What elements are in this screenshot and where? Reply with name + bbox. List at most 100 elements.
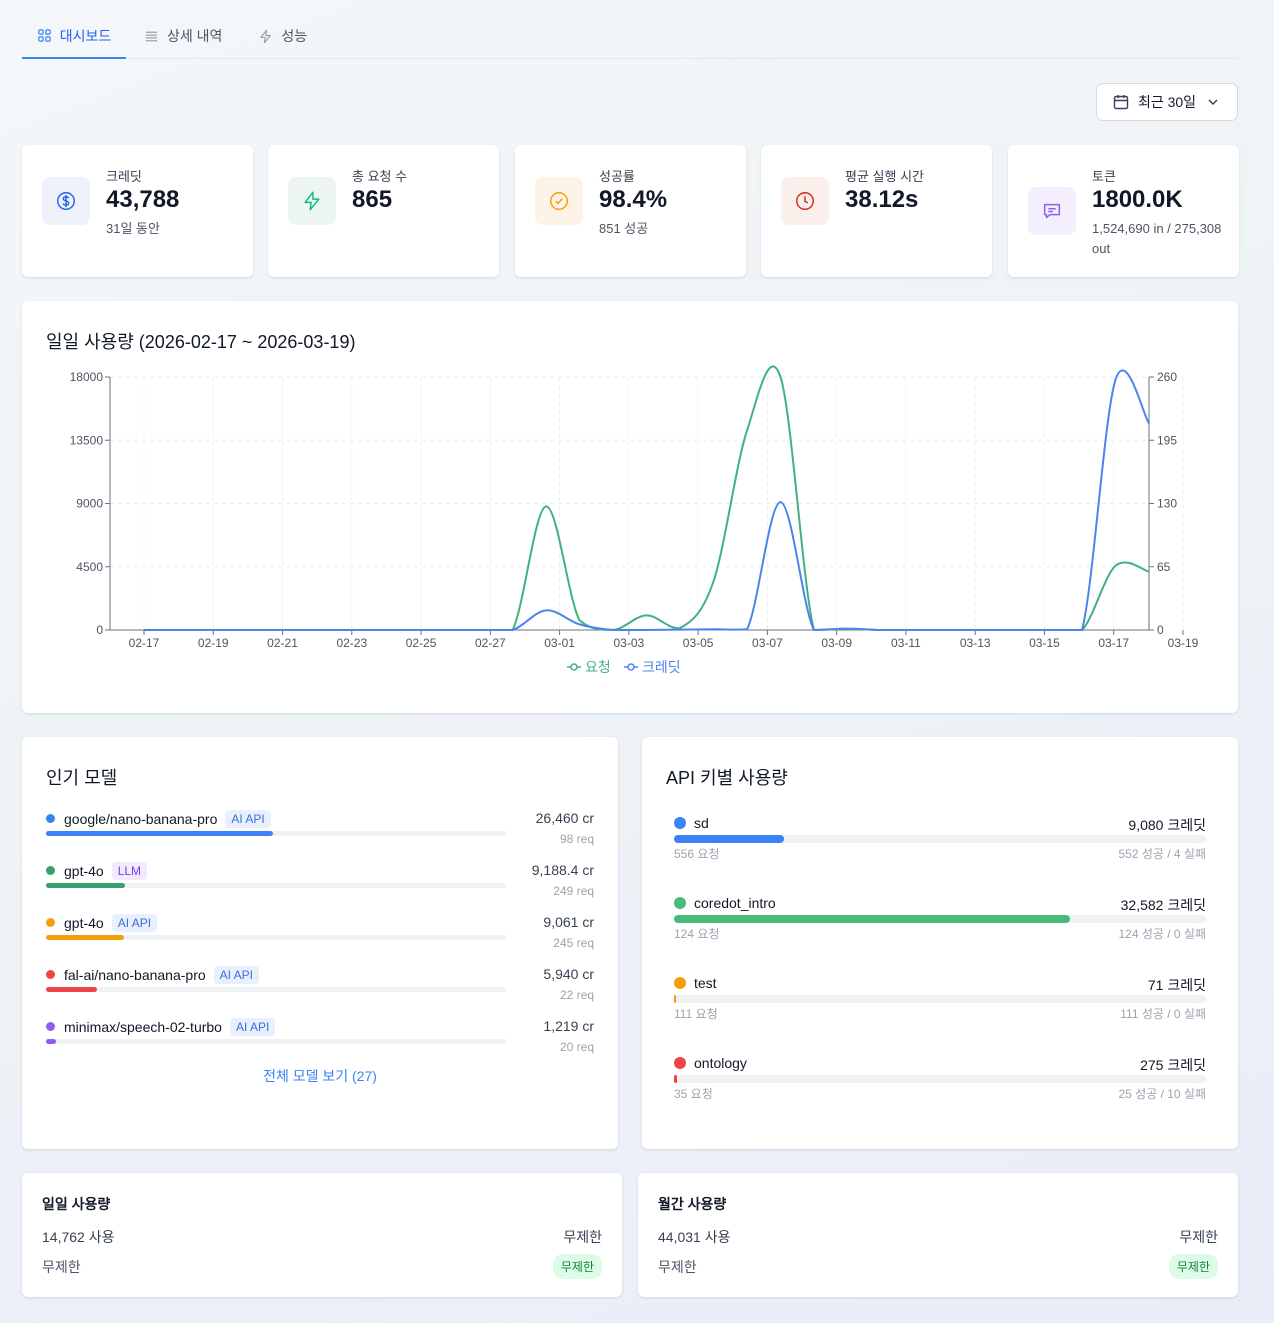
stat-value: 1800.0K	[1092, 186, 1183, 213]
y-left-tick-label: 4500	[76, 560, 103, 574]
daily-usage-chart: 02-17 02-19 02-21 02-23 02-25 02-27 03-01 03-03…	[70, 365, 1199, 675]
model-type-badge: AI API	[225, 810, 271, 828]
api-key-name: coredot_intro	[694, 895, 776, 911]
chevron-down-icon	[1208, 99, 1218, 106]
model-color-dot	[46, 970, 55, 979]
daily-limit-card: 일일 사용량 14,762 사용 무제한 무제한 무제한	[22, 1173, 622, 1297]
tab-dashboard[interactable]: 대시보드	[22, 14, 126, 59]
model-row: gpt-4o AI API 9,061 cr 245 req	[46, 914, 594, 966]
daily-usage-chart-card: 일일 사용량 (2026-02-17 ~ 2026-03-19) 02-17 02…	[22, 301, 1238, 713]
model-usage-fill	[46, 883, 125, 888]
stat-label: 총 요청 수	[352, 169, 408, 184]
status-badge: 무제한	[552, 1254, 602, 1279]
bolt-icon	[260, 29, 272, 43]
stat-sub: 1,524,690 in / 275,308 out	[1092, 221, 1222, 256]
clock-icon	[781, 177, 829, 225]
api-key-usage-bar	[674, 1075, 1206, 1083]
api-key-name: sd	[694, 815, 709, 831]
stat-sub: 31일 동안	[106, 221, 160, 236]
model-usage-fill	[46, 987, 97, 992]
dollar-icon	[42, 177, 90, 225]
x-tick-label: 03-03	[614, 636, 645, 650]
x-tick-label: 02-19	[198, 636, 229, 650]
y-left-tick-label: 18000	[70, 370, 104, 384]
x-tick-label: 03-19	[1168, 636, 1199, 650]
model-row: gpt-4o LLM 9,188.4 cr 249 req	[46, 862, 594, 914]
stat-label: 크레딧	[106, 169, 142, 184]
model-name-wrap: gpt-4o LLM	[64, 862, 148, 880]
model-requests: 98 req	[559, 832, 594, 846]
see-all-models-link[interactable]: 전체 모델 보기 (27)	[263, 1068, 377, 1084]
y-right-tick-label: 65	[1157, 560, 1171, 574]
model-usage-fill	[46, 1039, 57, 1044]
model-usage-bar	[46, 883, 506, 888]
tab-bar: 대시보드 상세 내역 성능	[22, 14, 1238, 59]
stat-card-credits: 크레딧 43,788 31일 동안	[22, 145, 253, 277]
api-key-row: sd 9,080 크레딧 556 요청 552 성공 / 4 실패	[674, 815, 1206, 877]
model-type-badge: AI API	[229, 1018, 276, 1036]
stat-card-success-rate: 성공률 98.4% 851 성공	[515, 145, 746, 277]
api-key-results: 552 성공 / 4 실패	[1118, 847, 1206, 861]
series-line-credits	[144, 369, 1150, 632]
chart-title: 일일 사용량 (2026-02-17 ~ 2026-03-19)	[46, 332, 356, 352]
api-key-requests: 111 요청	[674, 1007, 718, 1021]
tab-details[interactable]: 상세 내역	[126, 14, 240, 58]
api-key-usage-bar	[674, 995, 1206, 1003]
usage-limit: 무제한	[1179, 1229, 1218, 1245]
api-key-usage-bar	[674, 915, 1206, 923]
stat-value: 43,788	[106, 186, 180, 213]
api-key-results: 124 성공 / 0 실패	[1118, 927, 1206, 941]
api-key-row: ontology 275 크레딧 35 요청 25 성공 / 10 실패	[674, 1055, 1206, 1117]
tab-label: 대시보드	[59, 27, 112, 44]
api-key-results: 25 성공 / 10 실패	[1118, 1087, 1206, 1101]
x-tick-label: 02-23	[336, 636, 367, 650]
y-left-tick-label: 9000	[76, 497, 103, 511]
usage-used: 44,031 사용	[658, 1229, 731, 1245]
model-row: fal-ai/nano-banana-pro AI API 5,940 cr 22 r…	[46, 966, 594, 1018]
model-name-wrap: gpt-4o AI API	[64, 914, 158, 932]
api-key-usage-title: API 키별 사용량	[666, 768, 788, 788]
bolt-icon	[288, 177, 336, 225]
x-tick-label: 02-21	[267, 636, 298, 650]
api-key-credits: 32,582 크레딧	[1120, 897, 1206, 913]
x-tick-label: 03-17	[1098, 636, 1129, 650]
model-usage-bar	[46, 987, 506, 992]
api-key-credits: 9,080 크레딧	[1128, 817, 1206, 833]
x-tick-label: 03-09	[821, 636, 852, 650]
stat-label: 토큰	[1092, 169, 1116, 184]
usage-limit: 무제한	[563, 1229, 602, 1245]
popular-models-card: 인기 모델 google/nano-banana-pro AI API 26,460…	[22, 737, 618, 1149]
x-tick-label: 02-25	[406, 636, 437, 650]
usage-used: 14,762 사용	[42, 1229, 115, 1245]
x-tick-label: 02-17	[129, 636, 160, 650]
model-usage-fill	[46, 935, 124, 940]
calendar-icon	[1113, 95, 1129, 110]
model-name-wrap: minimax/speech-02-turbo AI API	[64, 1018, 276, 1036]
usage-remaining: 무제한	[42, 1259, 81, 1275]
model-credits: 26,460 cr	[535, 810, 594, 826]
tab-label: 성능	[281, 28, 308, 44]
model-type-badge: AI API	[111, 914, 158, 932]
api-key-credits: 71 크레딧	[1147, 977, 1206, 993]
model-requests: 249 req	[553, 884, 594, 898]
api-key-results: 111 성공 / 0 실패	[1120, 1007, 1206, 1021]
date-range-select[interactable]: 최근 30일	[1096, 83, 1238, 121]
x-tick-label: 03-01	[544, 636, 575, 650]
model-color-dot	[46, 866, 55, 875]
list-icon	[145, 31, 158, 41]
stat-card-requests: 총 요청 수 865	[268, 145, 499, 277]
model-name: google/nano-banana-pro	[64, 811, 218, 827]
legend-marker	[627, 663, 635, 671]
model-row: google/nano-banana-pro AI API 26,460 cr 98 …	[46, 810, 594, 862]
model-usage-fill	[46, 831, 273, 836]
legend-label: 요청	[585, 659, 611, 675]
model-name: fal-ai/nano-banana-pro	[64, 967, 206, 983]
x-tick-label: 03-05	[683, 636, 714, 650]
y-right-tick-label: 130	[1157, 497, 1177, 511]
api-key-name: test	[694, 975, 717, 991]
api-key-requests: 124 요청	[674, 927, 720, 941]
model-requests: 22 req	[559, 988, 594, 1002]
model-color-dot	[46, 814, 55, 823]
tab-performance[interactable]: 성능	[240, 14, 325, 58]
stat-card-tokens: 토큰 1800.0K 1,524,690 in / 275,308 out	[1008, 145, 1239, 277]
